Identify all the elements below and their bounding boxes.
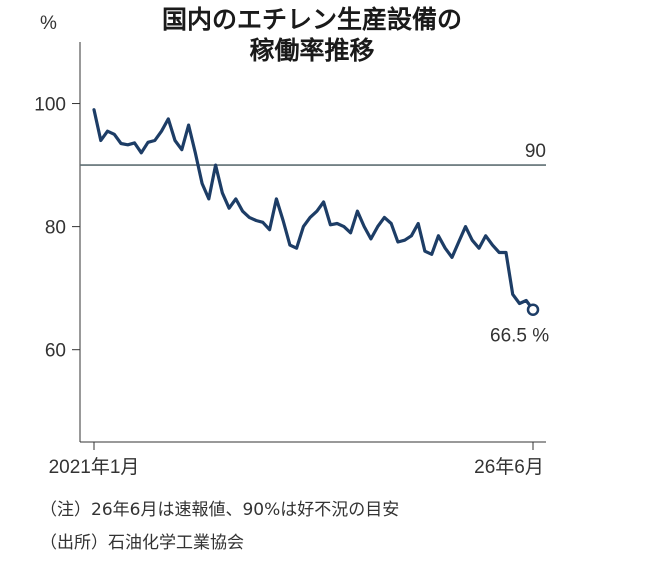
chart-title-line-2: 稼働率推移 [249, 36, 374, 65]
reference-line-label: 90 [525, 141, 546, 162]
utilization-series-line [92, 108, 535, 312]
last-point-marker [526, 303, 540, 316]
y-tick-label-100: 100 [34, 95, 66, 116]
end-value-label: 66.5 % [490, 326, 549, 347]
y-tick-label-80: 80 [45, 218, 66, 239]
x-tick-label-end: 26年6月 [474, 456, 544, 478]
x-tick-label-start: 2021年1月 [49, 456, 140, 478]
y-tick-label-60: 60 [45, 341, 66, 362]
note-text: （注）26年6月は速報値、90%は好不況の目安 [40, 500, 399, 520]
y-axis-unit: % [40, 13, 57, 34]
chart-title-line-1: 国内のエチレン生産設備の [162, 5, 462, 34]
source-text: （出所）石油化学工業協会 [40, 533, 244, 553]
